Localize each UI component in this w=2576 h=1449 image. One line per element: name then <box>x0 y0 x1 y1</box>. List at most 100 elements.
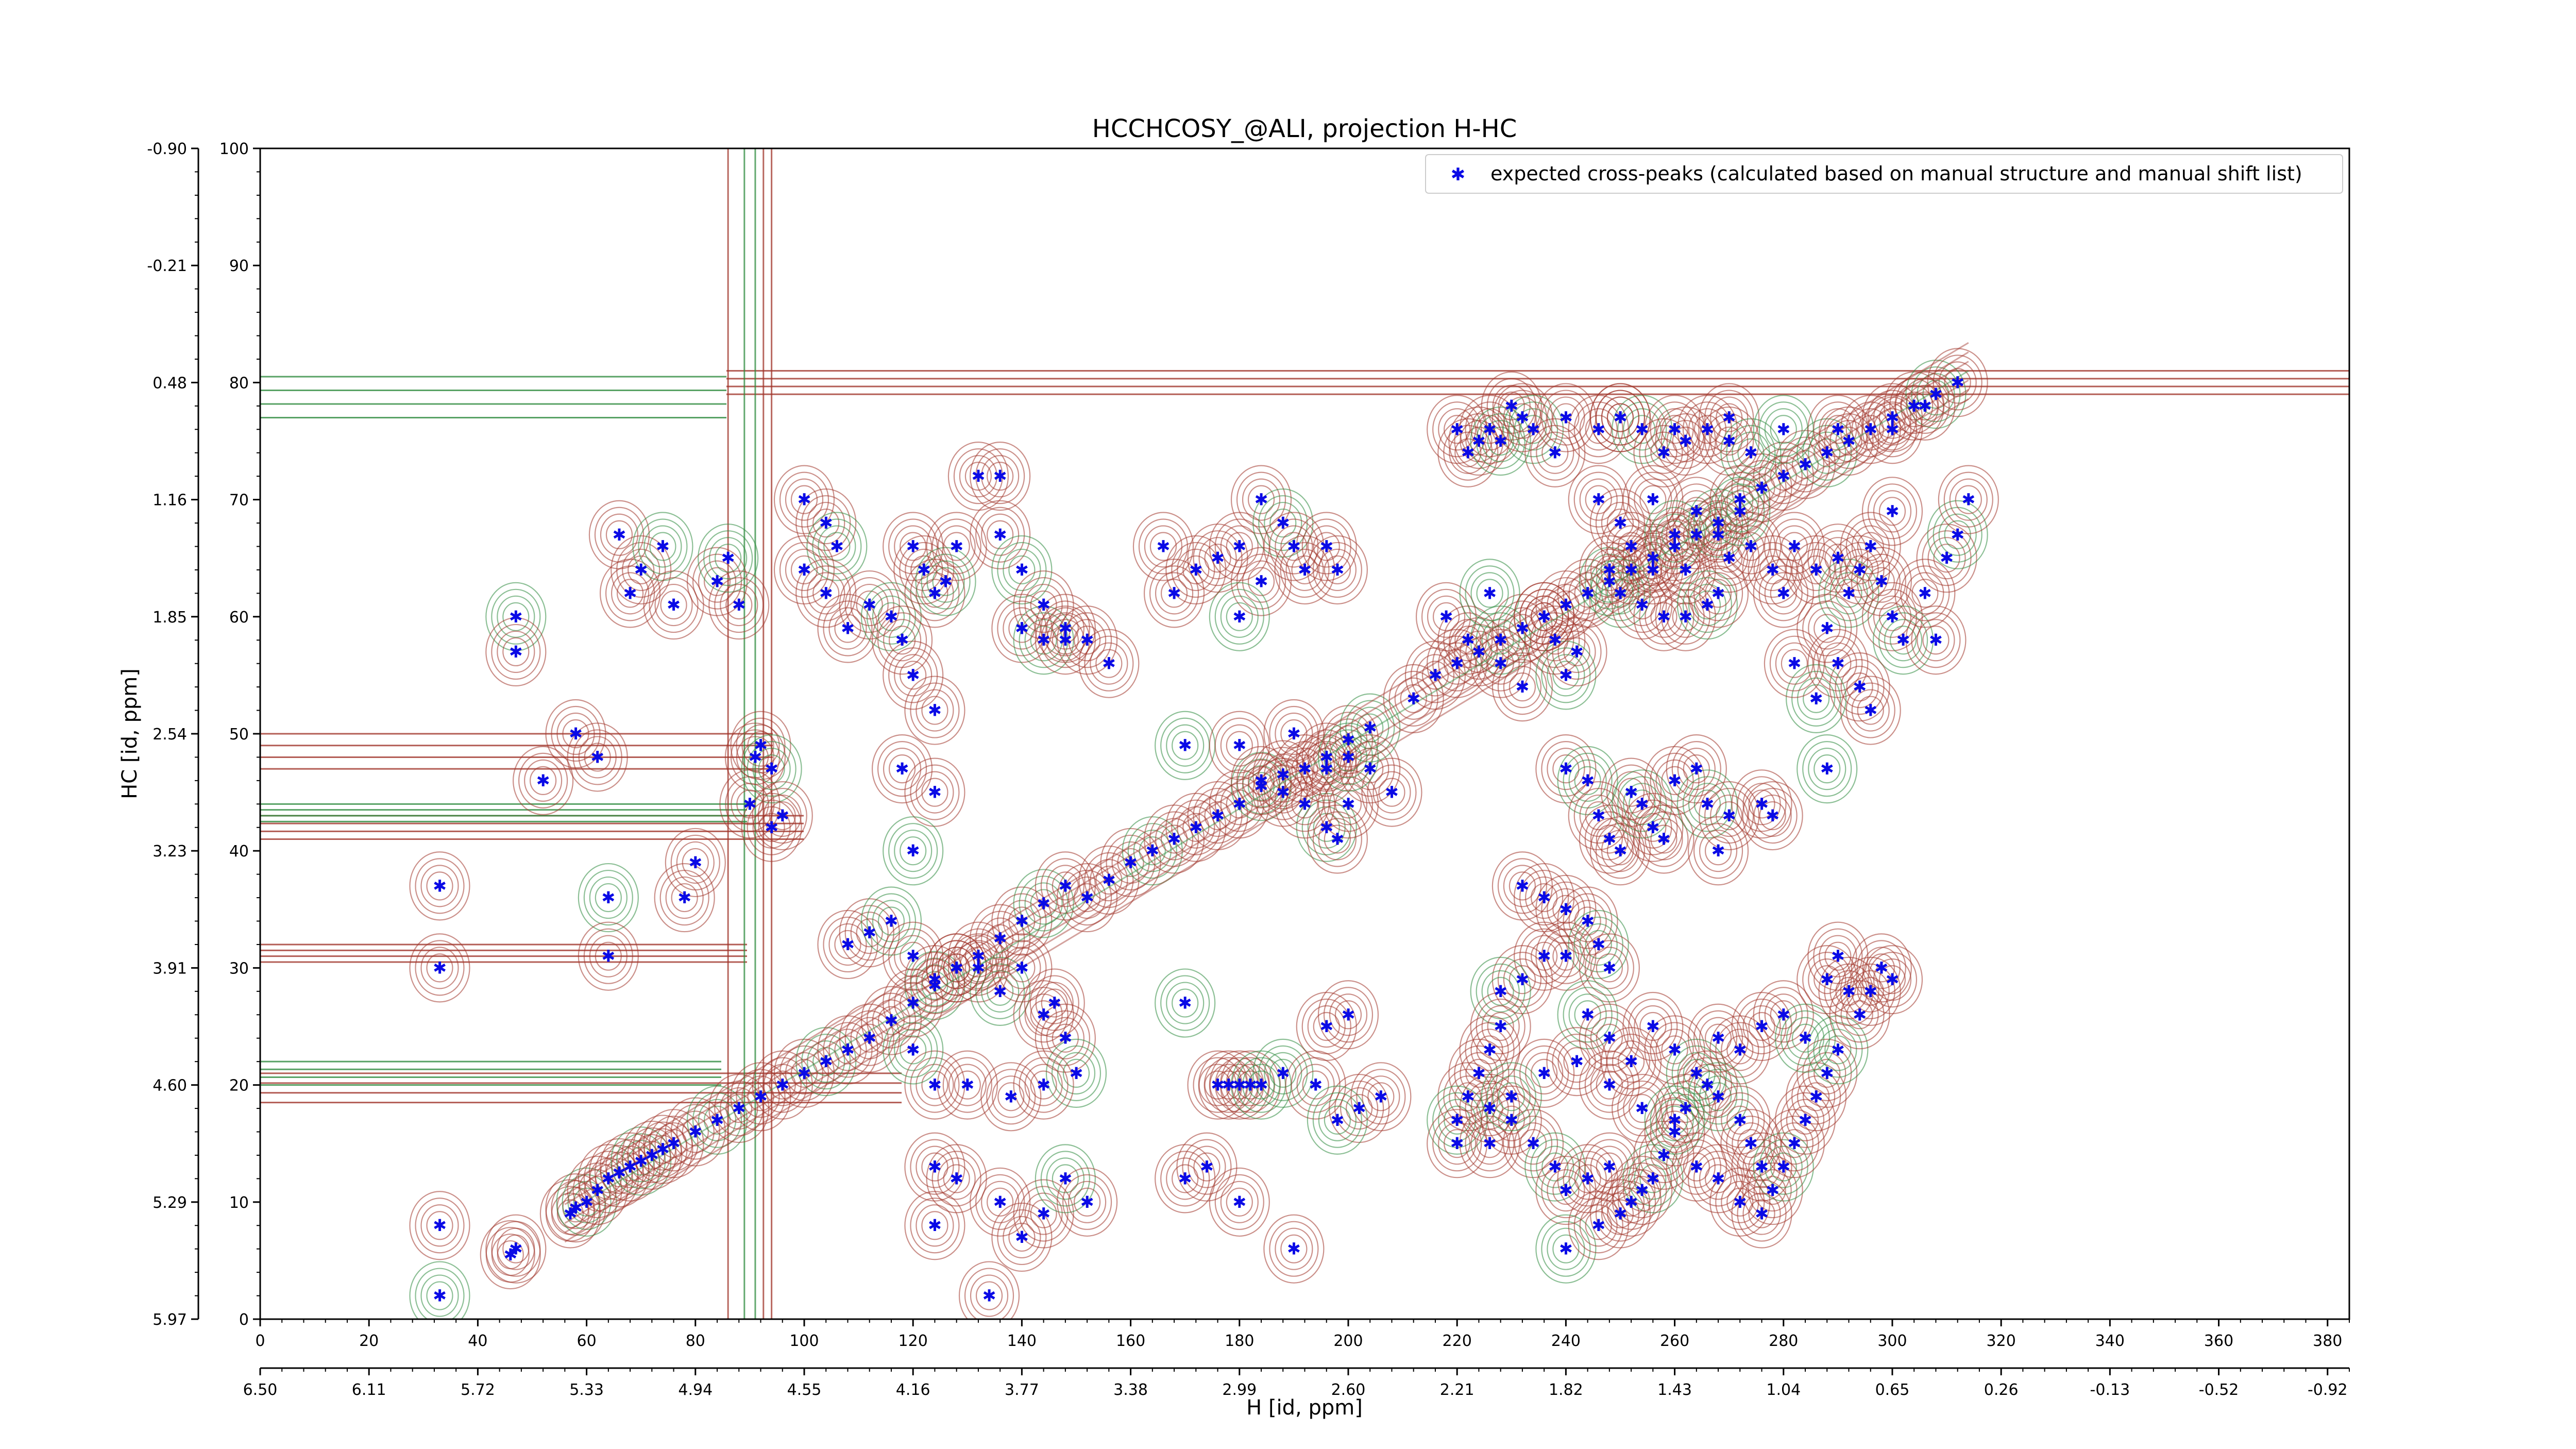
x-ppm-tick-label: 5.72 <box>461 1381 495 1399</box>
peak-marker: ✱ <box>1037 1204 1050 1224</box>
peak-marker: ✱ <box>928 970 942 989</box>
peak-marker: ✱ <box>1624 1192 1638 1212</box>
contour-ring <box>1312 542 1362 598</box>
contour-ring <box>888 1022 938 1078</box>
contour-ring <box>1487 649 1514 678</box>
contour-ring <box>513 746 574 815</box>
contour-ring <box>1340 734 1401 804</box>
contour-ring <box>1786 1017 1825 1059</box>
y-tick-label: 10 <box>229 1194 249 1212</box>
contour-ring <box>1803 684 1830 713</box>
contour-ring <box>987 976 1014 1006</box>
contour-ring <box>942 1057 992 1113</box>
contour-ring <box>1687 816 1749 886</box>
contour-ring <box>785 548 824 592</box>
peak-marker: ✱ <box>972 958 986 978</box>
peak-marker: ✱ <box>950 958 963 978</box>
contour-ring <box>1612 769 1673 839</box>
contour-ring <box>1709 477 1771 546</box>
contour-ring <box>1193 530 1243 586</box>
peak-marker: ✱ <box>1668 536 1682 556</box>
contour-ring <box>1666 595 1705 638</box>
contour-ring <box>1155 572 1194 615</box>
contour-ring <box>1285 548 1324 592</box>
peak-marker: ✱ <box>1015 619 1029 638</box>
peak-marker: ✱ <box>1831 419 1845 439</box>
contour-ring <box>1584 940 1634 996</box>
peak-marker: ✱ <box>1918 583 1932 603</box>
contour-ring <box>1492 652 1553 722</box>
contour-ring <box>1143 804 1205 874</box>
peak-marker: ✱ <box>1755 1157 1769 1177</box>
contour-ring <box>1307 1005 1346 1048</box>
contour-ring <box>1634 537 1672 580</box>
contour-ring <box>1024 882 1063 925</box>
peak-marker: ✱ <box>1787 654 1801 673</box>
peak-marker: ✱ <box>1037 894 1050 913</box>
contour-ring <box>910 1139 960 1195</box>
peak-marker: ✱ <box>623 583 637 603</box>
contour-ring <box>1454 1082 1482 1111</box>
contour-ring <box>1438 408 1477 451</box>
contour-ring <box>1465 637 1493 667</box>
contour-ring <box>1481 419 1520 463</box>
contour-ring <box>1644 395 1705 464</box>
contour-ring <box>747 1082 774 1111</box>
contour-ring <box>1628 799 1678 855</box>
contour-ring <box>1503 666 1541 709</box>
peak-marker: ✱ <box>1058 1169 1072 1188</box>
contour-ring <box>1182 555 1210 585</box>
contour-ring <box>1514 863 1575 933</box>
contour-ring <box>605 520 633 549</box>
contour-ring <box>1699 1157 1738 1200</box>
contour-ring <box>1334 725 1362 754</box>
contour-ring <box>1541 1152 1569 1182</box>
contour-ring <box>595 941 622 971</box>
contour-ring <box>1541 881 1591 937</box>
peak-marker: ✱ <box>950 536 963 556</box>
contour-ring <box>1535 570 1597 640</box>
contour-ring <box>1644 500 1705 569</box>
contour-ring <box>497 630 535 673</box>
peak-marker: ✱ <box>1439 607 1453 627</box>
contour-ring <box>828 607 867 650</box>
contour-ring <box>1247 485 1275 514</box>
x-tick-label: 280 <box>1769 1332 1798 1350</box>
contour-ring <box>1476 635 1526 692</box>
contour-ring <box>1857 532 1884 561</box>
y-tick-label: 100 <box>219 140 249 158</box>
contour-ring <box>1927 348 1988 417</box>
contour-ring <box>1497 858 1547 914</box>
contour-ring <box>970 1167 1031 1237</box>
contour-ring <box>807 572 845 615</box>
contour-ring <box>1296 512 1357 581</box>
contour-ring <box>1275 525 1313 568</box>
contour-ring <box>1716 544 1743 573</box>
contour-ring <box>616 542 666 598</box>
contour-ring <box>1476 415 1503 444</box>
legend-marker: ✱ <box>1451 164 1466 185</box>
contour-ring <box>991 594 1053 663</box>
contour-ring <box>692 1092 742 1148</box>
contour-ring <box>1623 583 1662 627</box>
contour-ring <box>1726 1105 1754 1135</box>
contour-ring <box>1160 1151 1210 1207</box>
contour-ring <box>1683 1152 1710 1182</box>
contour-ring <box>1737 532 1765 561</box>
contour-ring <box>1775 642 1814 685</box>
peak-marker: ✱ <box>798 490 811 510</box>
contour-ring <box>839 570 900 640</box>
contour-ring <box>1421 588 1471 645</box>
contour-ring <box>1606 1199 1634 1228</box>
contour-ring <box>1742 1145 1781 1188</box>
contour-ring <box>1155 1144 1216 1214</box>
contour-ring <box>578 921 639 991</box>
contour-ring <box>1878 415 1906 444</box>
contour-ring <box>1547 1169 1585 1212</box>
contour-ring <box>1209 1167 1270 1237</box>
contour-ring <box>1525 935 1564 978</box>
peak-marker: ✱ <box>906 841 920 861</box>
contour-ring <box>1748 473 1775 502</box>
contour-ring <box>1693 789 1721 819</box>
